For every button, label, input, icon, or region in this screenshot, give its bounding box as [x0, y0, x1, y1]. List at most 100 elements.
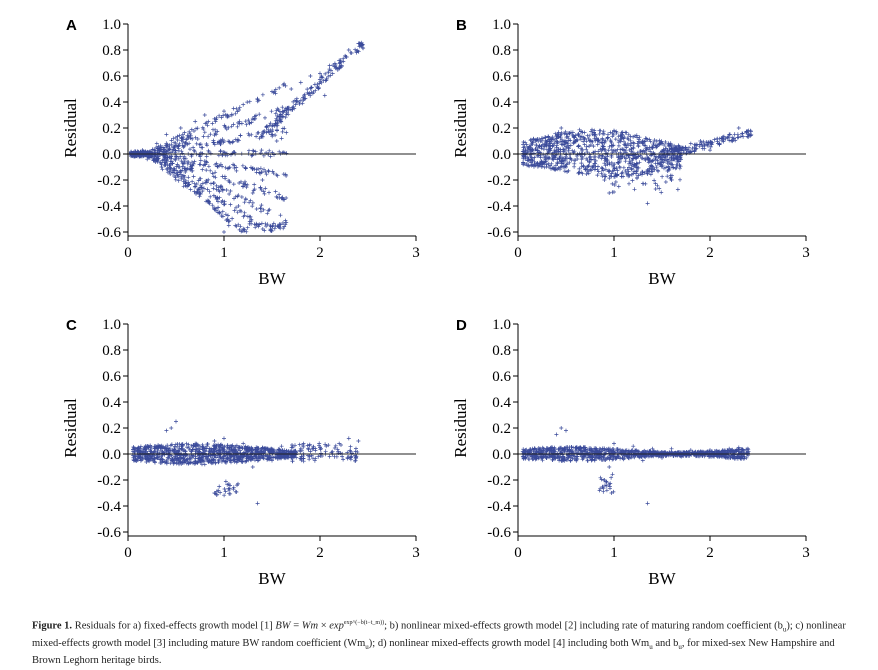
- data-point: [330, 71, 335, 76]
- data-point: [231, 162, 236, 167]
- data-point: [226, 125, 231, 130]
- data-point: [556, 147, 561, 152]
- data-point: [730, 135, 735, 140]
- data-point: [275, 123, 280, 128]
- data-point: [610, 472, 615, 477]
- data-point: [268, 228, 273, 233]
- data-point: [580, 148, 585, 153]
- data-point: [561, 156, 566, 161]
- data-point: [612, 183, 617, 187]
- y-tick-label: -0.2: [487, 473, 511, 489]
- data-point: [609, 475, 614, 480]
- data-point: [264, 454, 269, 459]
- y-tick-label: 0.6: [492, 69, 511, 85]
- data-point: [572, 158, 577, 163]
- data-point: [705, 449, 710, 454]
- data-point: [609, 143, 614, 148]
- data-point: [200, 442, 205, 447]
- data-point: [185, 136, 189, 141]
- data-point: [596, 169, 601, 174]
- data-point: [318, 79, 323, 84]
- data-point: [212, 133, 217, 138]
- data-point: [259, 221, 264, 226]
- data-point: [284, 130, 289, 135]
- data-point: [267, 130, 272, 135]
- data-point: [204, 199, 209, 204]
- data-point: [260, 92, 265, 97]
- data-point: [300, 101, 305, 106]
- data-point: [267, 190, 271, 195]
- data-point: [525, 163, 530, 168]
- data-point: [599, 477, 604, 482]
- data-point: [215, 129, 220, 134]
- data-point: [554, 432, 559, 437]
- data-point: [612, 128, 616, 133]
- data-point: [249, 221, 254, 226]
- data-point: [596, 448, 601, 453]
- data-point: [663, 140, 668, 144]
- data-point: [521, 447, 526, 452]
- data-point: [599, 171, 604, 176]
- data-point: [632, 141, 636, 146]
- data-point: [566, 148, 571, 153]
- data-point: [566, 131, 571, 136]
- data-point: [629, 149, 634, 154]
- data-point: [237, 181, 242, 185]
- data-point: [544, 448, 549, 453]
- data-point: [257, 454, 261, 459]
- data-point: [251, 149, 256, 154]
- chart-a: A-0.6-0.4-0.20.00.20.40.60.81.00 1 2 3BWRes…: [61, 17, 420, 288]
- data-point: [210, 457, 215, 462]
- data-point: [309, 90, 314, 95]
- data-point: [244, 185, 249, 190]
- data-point: [534, 456, 539, 461]
- data-point: [186, 442, 191, 447]
- data-point: [143, 447, 148, 452]
- data-point: [576, 144, 581, 149]
- data-point: [256, 446, 261, 451]
- data-point: [222, 230, 226, 234]
- data-point: [224, 188, 229, 192]
- data-point: [268, 224, 273, 229]
- data-point: [655, 183, 660, 188]
- data-point: [273, 121, 278, 126]
- data-point: [562, 131, 567, 136]
- y-tick-label: -0.2: [487, 173, 511, 189]
- data-point: [563, 140, 568, 145]
- x-tick-label: 1: [220, 545, 228, 561]
- data-point: [543, 135, 547, 140]
- data-point: [745, 134, 750, 139]
- data-point: [694, 452, 698, 457]
- data-point: [642, 454, 647, 459]
- data-point: [278, 112, 283, 117]
- data-point: [168, 167, 173, 172]
- data-point: [336, 449, 341, 454]
- data-point: [180, 442, 184, 447]
- data-point: [268, 121, 273, 126]
- data-point: [266, 168, 271, 173]
- data-point: [179, 462, 184, 466]
- data-point: [219, 115, 224, 120]
- data-point: [335, 447, 340, 452]
- data-point: [531, 137, 536, 142]
- data-point: [175, 162, 180, 167]
- data-point: [308, 449, 313, 454]
- data-point: [688, 448, 693, 453]
- data-point: [234, 165, 239, 170]
- data-point: [267, 449, 272, 453]
- data-point: [682, 148, 687, 153]
- data-point: [238, 133, 243, 138]
- data-point: [731, 455, 736, 460]
- data-point: [134, 459, 139, 463]
- x-tick-label: 0: [514, 245, 522, 261]
- data-point: [605, 447, 610, 452]
- data-point: [698, 139, 703, 143]
- data-point: [564, 428, 568, 433]
- data-point: [228, 483, 232, 488]
- data-point: [189, 166, 194, 171]
- data-point: [208, 168, 213, 173]
- data-point: [746, 449, 751, 454]
- data-point: [674, 155, 679, 159]
- data-point: [353, 456, 358, 461]
- data-point: [208, 132, 213, 137]
